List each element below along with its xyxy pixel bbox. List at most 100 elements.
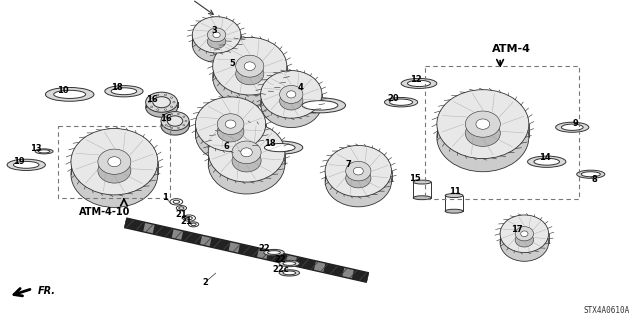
Ellipse shape <box>212 37 287 95</box>
Ellipse shape <box>390 99 413 105</box>
Ellipse shape <box>283 262 296 265</box>
Ellipse shape <box>71 129 158 195</box>
Ellipse shape <box>148 101 150 103</box>
Ellipse shape <box>325 155 392 207</box>
Ellipse shape <box>244 62 255 70</box>
Ellipse shape <box>232 141 261 164</box>
Ellipse shape <box>195 108 266 162</box>
Ellipse shape <box>325 145 392 197</box>
Ellipse shape <box>302 100 338 110</box>
Ellipse shape <box>177 127 179 129</box>
Text: 1: 1 <box>163 193 168 202</box>
Ellipse shape <box>476 119 490 129</box>
Ellipse shape <box>163 120 165 122</box>
Text: 3: 3 <box>212 26 218 35</box>
Ellipse shape <box>98 149 131 174</box>
Text: 4: 4 <box>298 83 304 92</box>
Ellipse shape <box>465 120 500 146</box>
Ellipse shape <box>260 80 322 128</box>
Text: STX4A0610A: STX4A0610A <box>584 306 630 315</box>
Text: 16: 16 <box>159 114 172 123</box>
Text: 17: 17 <box>511 226 522 234</box>
Ellipse shape <box>54 90 86 99</box>
Ellipse shape <box>280 92 303 110</box>
Ellipse shape <box>445 194 463 197</box>
Text: FR.: FR. <box>38 286 56 296</box>
Ellipse shape <box>287 91 296 98</box>
Ellipse shape <box>225 120 236 128</box>
Ellipse shape <box>577 170 605 178</box>
Ellipse shape <box>527 156 566 167</box>
Ellipse shape <box>146 92 177 112</box>
Text: 19: 19 <box>13 157 24 166</box>
Ellipse shape <box>164 94 166 95</box>
Ellipse shape <box>38 150 50 153</box>
Ellipse shape <box>445 209 463 213</box>
Text: ATM-4: ATM-4 <box>492 44 531 54</box>
Ellipse shape <box>71 141 158 207</box>
Ellipse shape <box>170 106 173 108</box>
Text: 6: 6 <box>223 142 229 151</box>
Ellipse shape <box>236 55 264 77</box>
Ellipse shape <box>170 97 173 98</box>
Ellipse shape <box>264 144 295 152</box>
Text: 22c: 22c <box>272 265 289 274</box>
Text: 14: 14 <box>539 153 550 162</box>
Ellipse shape <box>213 32 220 38</box>
Ellipse shape <box>161 112 189 130</box>
Ellipse shape <box>241 148 252 157</box>
Ellipse shape <box>13 161 39 168</box>
Ellipse shape <box>111 88 137 95</box>
Ellipse shape <box>7 159 45 170</box>
Ellipse shape <box>98 158 131 183</box>
Ellipse shape <box>353 167 364 175</box>
Text: 2: 2 <box>202 278 208 287</box>
Text: 21: 21 <box>180 217 192 226</box>
Ellipse shape <box>385 98 418 107</box>
Ellipse shape <box>208 135 285 194</box>
Ellipse shape <box>346 168 371 188</box>
Ellipse shape <box>150 97 153 98</box>
Ellipse shape <box>236 63 264 85</box>
Ellipse shape <box>207 28 226 42</box>
Ellipse shape <box>161 116 189 135</box>
Ellipse shape <box>515 233 534 247</box>
Ellipse shape <box>437 90 529 159</box>
Ellipse shape <box>500 224 548 261</box>
Text: 22: 22 <box>275 255 286 264</box>
Text: ATM-4-10: ATM-4-10 <box>79 207 131 217</box>
Text: 18: 18 <box>264 139 276 148</box>
Ellipse shape <box>581 172 600 177</box>
Ellipse shape <box>177 114 179 115</box>
Ellipse shape <box>232 149 261 172</box>
Ellipse shape <box>413 180 431 184</box>
Ellipse shape <box>207 34 226 48</box>
Ellipse shape <box>534 158 559 165</box>
Ellipse shape <box>164 109 166 110</box>
Text: 8: 8 <box>592 175 598 184</box>
Ellipse shape <box>167 116 183 126</box>
Ellipse shape <box>217 114 244 135</box>
Text: 10: 10 <box>58 86 69 95</box>
Ellipse shape <box>157 109 159 110</box>
Ellipse shape <box>346 161 371 181</box>
Ellipse shape <box>165 116 167 117</box>
Ellipse shape <box>408 80 431 86</box>
Ellipse shape <box>413 196 431 200</box>
Ellipse shape <box>257 141 303 154</box>
Ellipse shape <box>260 70 322 118</box>
Ellipse shape <box>280 85 303 103</box>
Ellipse shape <box>294 98 346 113</box>
Ellipse shape <box>105 85 143 97</box>
Ellipse shape <box>171 127 173 129</box>
Text: 18: 18 <box>111 83 123 92</box>
Ellipse shape <box>35 149 53 154</box>
Ellipse shape <box>171 114 173 115</box>
Ellipse shape <box>146 97 177 117</box>
Ellipse shape <box>279 260 300 267</box>
Ellipse shape <box>521 231 528 237</box>
Ellipse shape <box>561 124 583 130</box>
Ellipse shape <box>279 270 300 276</box>
Text: 5: 5 <box>229 59 235 68</box>
Ellipse shape <box>465 111 500 137</box>
